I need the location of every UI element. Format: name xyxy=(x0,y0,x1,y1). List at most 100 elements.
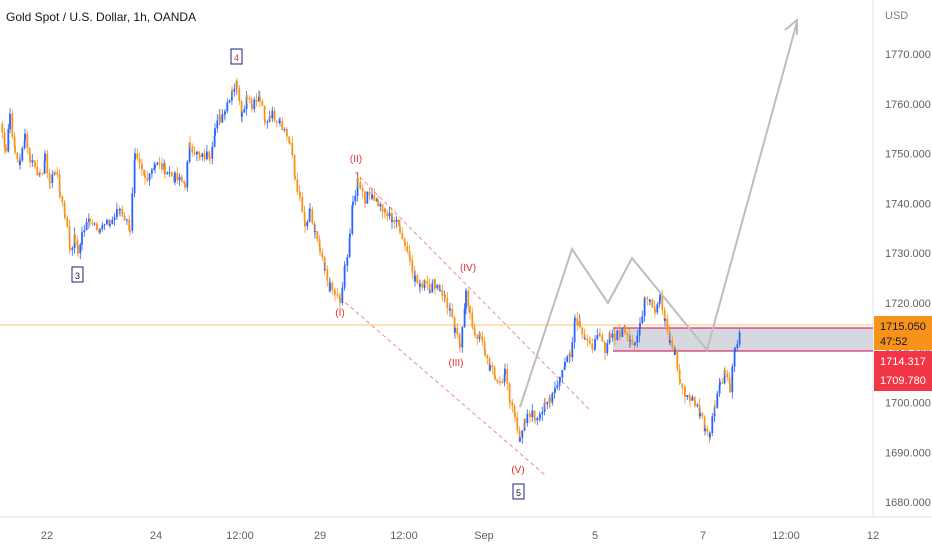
candle-body xyxy=(61,196,64,203)
candle-body xyxy=(357,178,359,183)
candle-body xyxy=(559,377,561,382)
candle xyxy=(651,298,654,309)
candle-body xyxy=(103,224,106,226)
candle-body xyxy=(246,96,248,99)
candle-body xyxy=(641,316,644,324)
candle-body xyxy=(541,411,544,415)
wave-channel-layer xyxy=(339,171,591,476)
last-price-tag-bg xyxy=(874,316,932,350)
candle-body xyxy=(99,229,101,233)
candle xyxy=(467,288,470,313)
candle xyxy=(474,327,476,339)
candle-body xyxy=(484,349,486,356)
candle xyxy=(719,379,721,388)
candle-body xyxy=(279,120,281,122)
candle xyxy=(3,127,6,154)
candle-body xyxy=(199,155,201,157)
candle-body xyxy=(77,245,79,254)
candle-body xyxy=(240,101,243,117)
candle-body xyxy=(352,201,354,205)
candle-body xyxy=(661,294,664,310)
candle-body xyxy=(266,121,269,123)
currency-label: USD xyxy=(885,10,908,22)
candle xyxy=(26,130,29,154)
candle-body xyxy=(238,87,241,102)
candle-body xyxy=(286,129,288,137)
candle-body xyxy=(19,160,21,166)
wave-label-5: 5 xyxy=(512,483,525,500)
candle xyxy=(614,336,616,346)
price-axis[interactable]: 1770.000 1760.000 1750.000 1740.000 1730.000… xyxy=(885,49,931,509)
candle xyxy=(364,193,366,209)
candle-body xyxy=(288,136,291,143)
candle xyxy=(524,418,526,429)
candle-body xyxy=(489,365,491,371)
candle xyxy=(266,119,269,129)
candle-body xyxy=(68,226,71,248)
candle xyxy=(299,191,301,202)
candle-body xyxy=(209,157,211,159)
time-axis[interactable]: 22 24 12:00 29 12:00 Sep 5 7 12:00 12 xyxy=(41,530,879,542)
candle-body xyxy=(379,204,382,207)
candle xyxy=(738,329,741,348)
candle xyxy=(501,378,504,384)
candle-body xyxy=(724,370,726,374)
candle-body xyxy=(96,223,98,230)
candle xyxy=(261,99,264,107)
candle-body xyxy=(486,355,489,359)
candle xyxy=(91,219,94,227)
candle-body xyxy=(188,142,191,162)
candle-body xyxy=(339,299,341,303)
candle xyxy=(594,335,596,351)
candle-body xyxy=(689,398,691,401)
candle-body xyxy=(85,221,88,231)
candle xyxy=(354,190,357,206)
candle xyxy=(451,303,454,319)
candle-body xyxy=(534,418,536,421)
candle-body xyxy=(331,282,334,290)
candle-body xyxy=(511,402,514,406)
candle xyxy=(734,346,736,360)
candle-body xyxy=(243,109,246,113)
zone-top-value: 1714.317 xyxy=(880,356,926,368)
candle-body xyxy=(5,147,7,152)
candle xyxy=(536,416,539,426)
candle-body xyxy=(44,153,46,161)
candle-body xyxy=(393,220,396,223)
candle-body xyxy=(599,334,601,336)
candle xyxy=(649,298,651,305)
candle xyxy=(399,219,401,235)
candle xyxy=(404,236,406,252)
candle xyxy=(414,270,416,287)
candle xyxy=(164,162,166,180)
candle-body xyxy=(138,158,141,164)
candle-body xyxy=(671,340,674,348)
candle-body xyxy=(638,328,641,336)
candle xyxy=(341,281,344,306)
candle-body xyxy=(259,96,261,101)
candle-body xyxy=(83,230,86,233)
candle-body xyxy=(198,151,201,156)
candle-body xyxy=(186,161,189,188)
candle-body xyxy=(226,102,229,112)
candle xyxy=(334,287,336,301)
candle xyxy=(461,326,464,353)
candle xyxy=(631,334,634,346)
candle-body xyxy=(508,383,511,400)
zone-bottom-value: 1709.780 xyxy=(880,375,926,387)
candle-body xyxy=(686,394,689,397)
candle-body xyxy=(91,222,94,224)
candle-body xyxy=(101,225,104,230)
candle xyxy=(301,191,304,213)
candle xyxy=(456,323,459,339)
wave-label-4-box xyxy=(230,48,243,65)
candle xyxy=(391,215,393,229)
candle-body xyxy=(709,433,711,438)
candle xyxy=(579,316,581,330)
candle-body xyxy=(93,223,96,225)
candle xyxy=(584,336,586,340)
candle-body xyxy=(361,188,364,192)
demand-zone-layer xyxy=(613,327,873,352)
candle xyxy=(691,394,694,402)
